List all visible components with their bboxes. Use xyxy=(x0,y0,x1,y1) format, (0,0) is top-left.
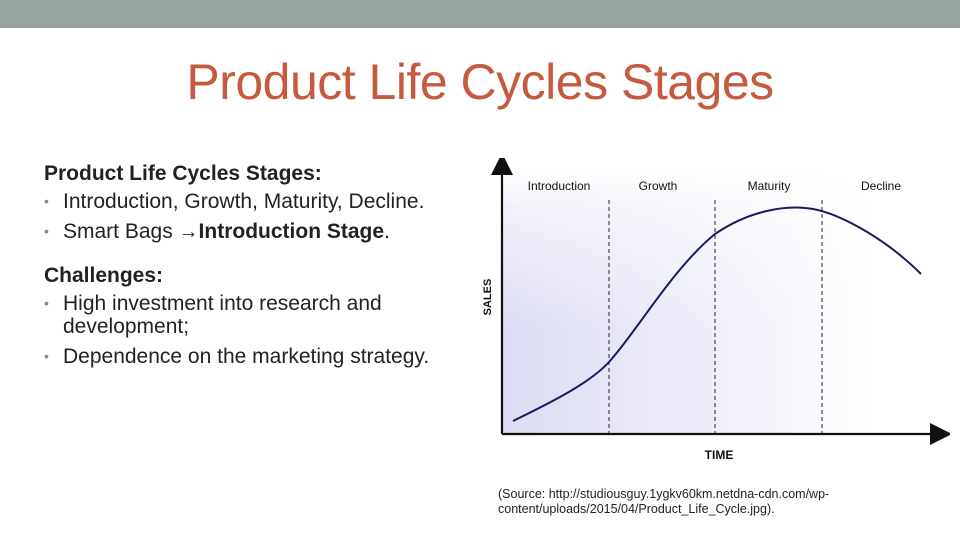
chart-shaded-area xyxy=(502,168,872,434)
stage-label-decline: Decline xyxy=(861,179,901,193)
sales-curve xyxy=(512,206,922,422)
x-axis-label: TIME xyxy=(705,448,734,462)
chart-svg: Introduction Growth Maturity Decline SALES … xyxy=(482,158,950,462)
right-arrow-icon: → xyxy=(178,221,199,243)
bullet-text-suffix: . xyxy=(384,220,390,243)
section-heading-stages: Product Life Cycles Stages: xyxy=(44,162,322,185)
y-axis-label: SALES xyxy=(482,279,494,316)
slide-body: Product Life Cycles Stages: • Introducti… xyxy=(44,160,454,375)
list-item: • Dependence on the marketing strategy. xyxy=(44,345,454,368)
stage-labels: Introduction Growth Maturity Decline xyxy=(528,179,902,193)
shade-fade xyxy=(502,168,872,328)
bullet-dot-icon: • xyxy=(44,223,49,239)
stage-label-growth: Growth xyxy=(639,179,678,193)
bullet-dot-icon: • xyxy=(44,193,49,209)
bullet-text-prefix: Smart Bags xyxy=(63,220,179,243)
bullet-text: Dependence on the marketing strategy. xyxy=(63,345,430,368)
challenges-bullet-list: • High investment into research and deve… xyxy=(44,292,454,368)
bullet-text: Introduction, Growth, Maturity, Decline. xyxy=(63,190,425,213)
bullet-text: High investment into research and develo… xyxy=(63,292,382,338)
list-item: • High investment into research and deve… xyxy=(44,292,454,338)
list-item: • Introduction, Growth, Maturity, Declin… xyxy=(44,190,454,213)
top-accent-bar xyxy=(0,0,960,28)
section-heading-challenges: Challenges: xyxy=(44,264,164,287)
stages-bullet-list: • Introduction, Growth, Maturity, Declin… xyxy=(44,190,454,244)
slide-title: Product Life Cycles Stages xyxy=(186,54,774,110)
stage-label-introduction: Introduction xyxy=(528,179,591,193)
bullet-text-bold: Introduction Stage xyxy=(198,220,385,243)
stage-dividers xyxy=(608,200,823,434)
bullet-dot-icon: • xyxy=(44,348,49,364)
bullet-dot-icon: • xyxy=(44,295,49,311)
source-citation: (Source: http://studiousguy.1ygkv60km.ne… xyxy=(498,487,830,516)
list-item: • Smart Bags →Introduction Stage. xyxy=(44,220,454,244)
product-life-cycle-chart: Introduction Growth Maturity Decline SALES … xyxy=(475,158,950,470)
stage-label-maturity: Maturity xyxy=(748,179,791,193)
